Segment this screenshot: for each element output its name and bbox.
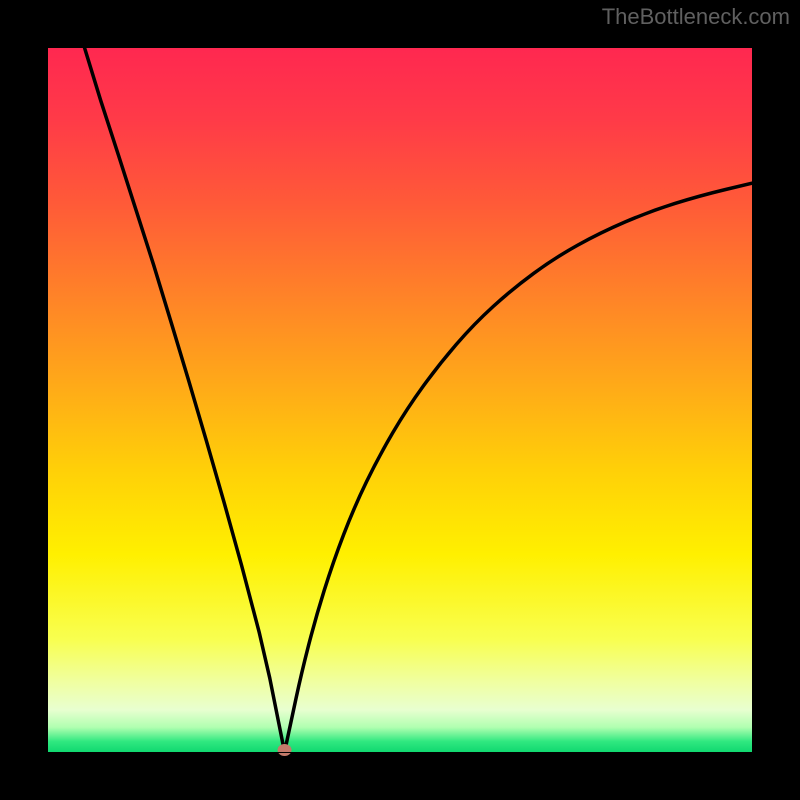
plot-background (48, 48, 752, 752)
bottleneck-chart (0, 0, 800, 800)
watermark-text: TheBottleneck.com (602, 4, 790, 30)
min-marker (278, 744, 292, 756)
